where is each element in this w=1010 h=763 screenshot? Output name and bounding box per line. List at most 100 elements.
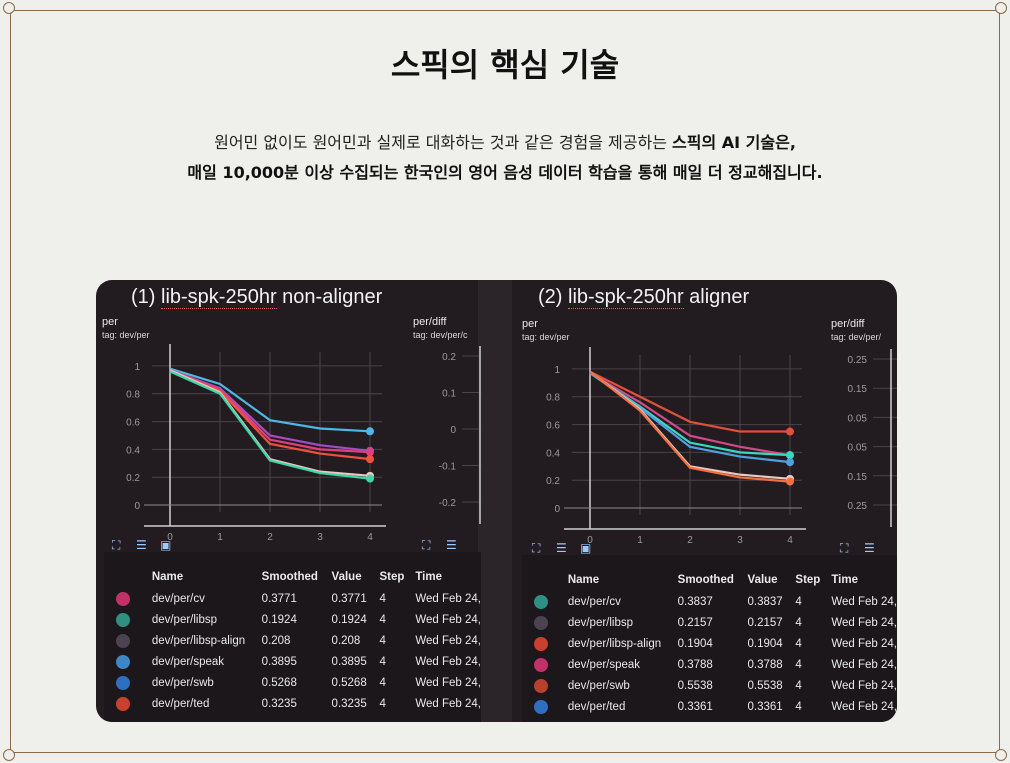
side-tick-label: 0: [450, 425, 456, 436]
col-value: Value: [331, 571, 362, 583]
row-time: Wed Feb 24,: [831, 595, 897, 608]
row-smoothed: 0.5538: [677, 679, 713, 692]
row-step: 4: [379, 655, 386, 668]
menu-icon[interactable]: ☰: [446, 538, 457, 552]
table-header: Name Smoothed Value Step Time: [534, 569, 897, 591]
row-smoothed: 0.3895: [261, 655, 297, 668]
row-value: 0.1924: [331, 613, 367, 626]
panel-non-aligner: (1) lib-spk-250hr non-aligner per tag: d…: [96, 280, 481, 722]
fullscreen-icon[interactable]: ⛶: [840, 541, 849, 555]
row-name: dev/per/swb: [567, 679, 630, 692]
row-step: 4: [379, 634, 386, 647]
series-line: [169, 370, 371, 480]
fullscreen-icon[interactable]: ⛶: [112, 538, 121, 552]
table-row[interactable]: dev/per/swb 0.5538 0.5538 4 Wed Feb 24,: [534, 675, 897, 696]
table-row[interactable]: dev/per/speak 0.3895 0.3895 4 Wed Feb 24,: [116, 651, 481, 672]
menu-icon[interactable]: ☰: [136, 538, 147, 552]
row-step: 4: [379, 613, 386, 626]
col-step: Step: [379, 571, 405, 583]
table-row[interactable]: dev/per/libsp-align 0.208 0.208 4 Wed Feb 24…: [116, 630, 481, 651]
side-chart-toolbar: ⛶ ☰: [840, 541, 878, 555]
row-smoothed: 0.3235: [261, 697, 297, 710]
row-step: 4: [795, 595, 802, 608]
col-time: Time: [415, 571, 442, 583]
panel-heading: (2) lib-spk-250hr aligner: [538, 286, 750, 309]
fit-icon[interactable]: ▣: [580, 541, 592, 555]
table-row[interactable]: dev/per/ted 0.3235 0.3235 4 Wed Feb 24,: [116, 693, 481, 714]
row-time: Wed Feb 24,: [415, 655, 481, 668]
side-tick-label: 0.1: [442, 389, 456, 400]
row-time: Wed Feb 24,: [415, 613, 481, 626]
x-tick-label: 4: [787, 535, 793, 545]
series-color-dot: [534, 633, 568, 654]
y-tick-label: 1: [554, 365, 560, 376]
row-time: Wed Feb 24,: [831, 700, 897, 713]
col-name: Name: [151, 571, 184, 583]
chart-tag: tag: dev/per: [522, 332, 570, 342]
x-tick-label: 1: [637, 535, 643, 545]
fullscreen-icon[interactable]: ⛶: [422, 538, 431, 552]
series-endpoint: [786, 427, 794, 436]
panel-aligner: (2) lib-spk-250hr aligner per tag: dev/p…: [516, 280, 897, 722]
row-step: 4: [795, 679, 802, 692]
description-line1: 원어민 없이도 원어민과 실제로 대화하는 것과 같은 경험을 제공하는: [214, 133, 673, 152]
side-tick-label: 0.2: [442, 352, 456, 363]
row-smoothed: 0.1924: [261, 613, 297, 626]
row-value: 0.208: [331, 634, 361, 647]
table-row[interactable]: dev/per/libsp-align 0.1904 0.1904 4 Wed Feb …: [534, 633, 897, 654]
series-line: [169, 367, 371, 433]
legend-table: Name Smoothed Value Step Time dev/per/cv…: [522, 555, 897, 722]
description-line1-bold: 스픽의 AI 기술은,: [672, 133, 796, 152]
row-value: 0.1904: [747, 637, 783, 650]
row-value: 0.3837: [747, 595, 783, 608]
x-tick-label: 2: [267, 532, 273, 542]
chart-toolbar: ⛶ ☰ ▣: [532, 541, 594, 555]
row-step: 4: [379, 676, 386, 689]
row-name: dev/per/libsp-align: [151, 634, 246, 647]
table-row[interactable]: dev/per/swb 0.5268 0.5268 4 Wed Feb 24,: [116, 672, 481, 693]
y-tick-label: 0.8: [546, 393, 560, 404]
row-step: 4: [795, 658, 802, 671]
row-value: 0.3235: [331, 697, 367, 710]
page-frame: [10, 10, 1000, 753]
fullscreen-icon[interactable]: ⛶: [532, 541, 541, 555]
row-value: 0.5538: [747, 679, 783, 692]
side-tick-label: -0.05: [847, 443, 867, 454]
chart-label: per: [102, 316, 118, 328]
series-color-dot: [534, 654, 568, 675]
series-color-dot: [534, 675, 568, 696]
x-tick-label: 3: [737, 535, 743, 545]
y-tick-label: 0.4: [126, 445, 140, 456]
row-name: dev/per/ted: [567, 700, 626, 713]
x-tick-label: 1: [217, 532, 223, 542]
y-tick-label: 0.4: [546, 448, 560, 459]
table-row[interactable]: dev/per/speak 0.3788 0.3788 4 Wed Feb 24,: [534, 654, 897, 675]
col-smoothed: Smoothed: [261, 571, 318, 583]
fit-icon[interactable]: ▣: [160, 538, 172, 552]
col-step: Step: [795, 574, 821, 586]
menu-icon[interactable]: ☰: [864, 541, 875, 555]
side-tick-label: -0.1: [439, 462, 457, 473]
row-value: 0.3771: [331, 592, 367, 605]
series-endpoint: [786, 477, 794, 486]
side-tick-label: 0.05: [848, 413, 868, 424]
row-time: Wed Feb 24,: [831, 658, 897, 671]
table-row[interactable]: dev/per/libsp 0.1924 0.1924 4 Wed Feb 24,: [116, 609, 481, 630]
menu-icon[interactable]: ☰: [556, 541, 567, 555]
table-row[interactable]: dev/per/cv 0.3837 0.3837 4 Wed Feb 24,: [534, 591, 897, 612]
row-name: dev/per/swb: [151, 676, 214, 689]
row-name: dev/per/speak: [567, 658, 641, 671]
chart-tag: tag: dev/per: [102, 330, 150, 340]
y-tick-label: 0.2: [546, 476, 560, 487]
x-tick-label: 3: [317, 532, 323, 542]
description-line2: 매일 10,000분 이상 수집되는 한국인의 영어 음성 데이터 학습을 통해…: [187, 163, 823, 182]
chart-toolbar: ⛶ ☰ ▣: [112, 538, 174, 552]
page-description: 원어민 없이도 원어민과 실제로 대화하는 것과 같은 경험을 제공하는 스픽의…: [0, 128, 1010, 188]
table-row[interactable]: dev/per/libsp 0.2157 0.2157 4 Wed Feb 24,: [534, 612, 897, 633]
row-name: dev/per/libsp-align: [567, 637, 662, 650]
row-value: 0.3361: [747, 700, 783, 713]
table-row[interactable]: dev/per/ted 0.3361 0.3361 4 Wed Feb 24,: [534, 696, 897, 717]
table-row[interactable]: dev/per/cv 0.3771 0.3771 4 Wed Feb 24,: [116, 588, 481, 609]
y-tick-label: 0: [134, 501, 140, 512]
page-title: 스픽의 핵심 기술: [390, 46, 620, 84]
